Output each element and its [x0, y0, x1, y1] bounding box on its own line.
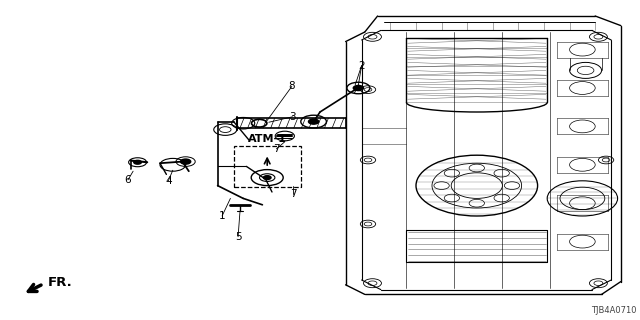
- Text: FR.: FR.: [48, 276, 73, 289]
- Circle shape: [264, 176, 271, 180]
- Circle shape: [180, 159, 191, 164]
- Circle shape: [308, 119, 319, 124]
- Text: 4: 4: [165, 176, 172, 186]
- Text: 6: 6: [125, 175, 131, 185]
- Text: TJB4A0710: TJB4A0710: [591, 306, 637, 315]
- Text: 5: 5: [235, 232, 241, 242]
- Text: 7: 7: [290, 188, 296, 199]
- Text: 8: 8: [289, 81, 295, 92]
- Text: 1: 1: [219, 211, 225, 221]
- Text: 7: 7: [273, 144, 280, 154]
- Text: ATM-1: ATM-1: [248, 134, 287, 144]
- Circle shape: [134, 160, 141, 164]
- Text: 2: 2: [358, 60, 365, 71]
- Bar: [234, 146, 301, 187]
- Circle shape: [353, 85, 364, 91]
- Text: 3: 3: [289, 112, 296, 122]
